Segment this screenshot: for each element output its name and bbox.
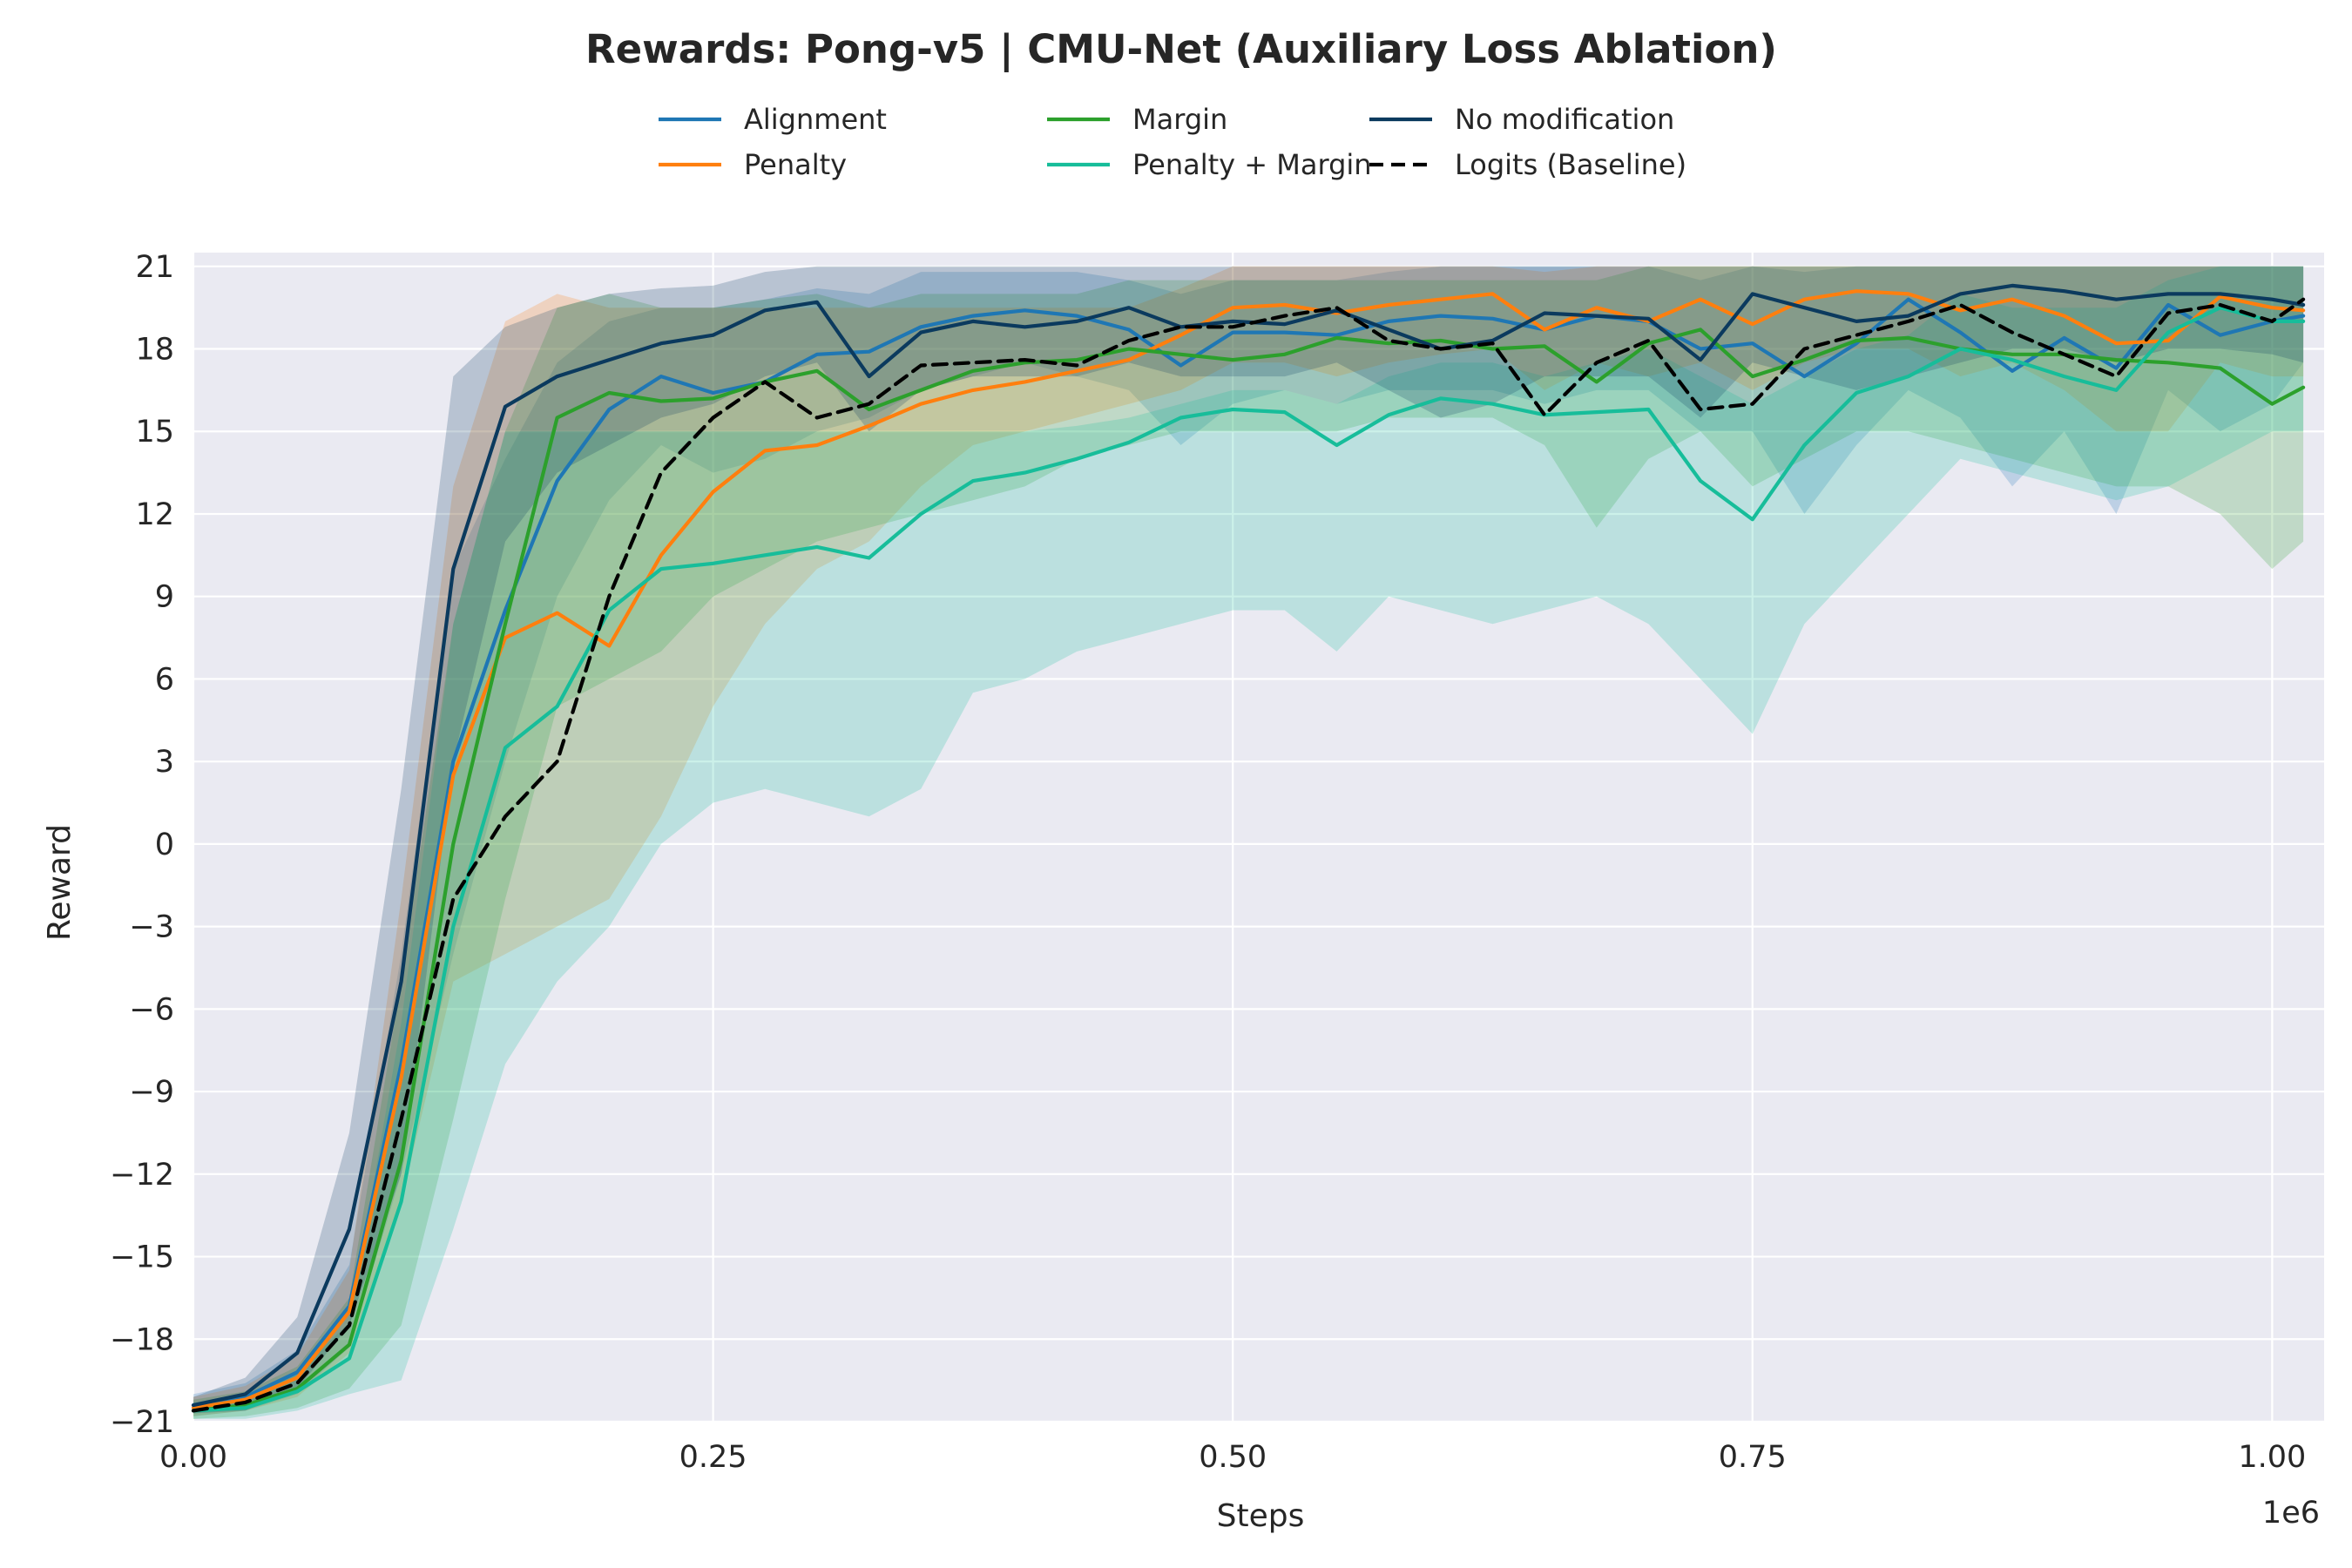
chart-title: Rewards: Pong-v5 | CMU-Net (Auxiliary Lo… — [585, 26, 1777, 72]
line-alignment — [191, 297, 2306, 1408]
y-tick-label: −21 — [110, 1405, 174, 1440]
y-tick-label: −15 — [110, 1240, 174, 1275]
y-tick-label: 0 — [155, 828, 174, 862]
grid-lines — [192, 253, 2324, 1423]
y-tick-label: −6 — [129, 992, 174, 1027]
y-tick-label: 21 — [135, 250, 174, 285]
band-penalty-margin — [193, 266, 2304, 1419]
x-axis-ticks: 0.00 0.25 0.50 0.75 1.00 — [159, 1440, 2306, 1475]
y-tick-label: −12 — [110, 1158, 174, 1193]
confidence-bands — [193, 266, 2304, 1419]
y-axis-ticks: −21 −18 −15 −12 −9 −6 −3 0 3 6 9 12 15 18 21 — [110, 250, 174, 1440]
legend-label-margin: Margin — [1132, 103, 1227, 136]
x-tick-label: 0.75 — [1719, 1440, 1787, 1475]
legend-label-penalty: Penalty — [744, 148, 847, 181]
band-penalty — [193, 266, 2304, 1416]
y-axis-label: Reward — [42, 824, 78, 941]
y-tick-label: −18 — [110, 1322, 174, 1357]
y-tick-label: 18 — [135, 333, 174, 368]
y-tick-label: −3 — [129, 910, 174, 945]
y-tick-label: 15 — [135, 415, 174, 449]
y-tick-label: 6 — [155, 662, 174, 697]
x-axis-offset-label: 1e6 — [2262, 1496, 2320, 1531]
legend-label-alignment: Alignment — [744, 103, 887, 136]
x-tick-label: 0.50 — [1199, 1440, 1267, 1475]
legend-label-logits-baseline: Logits (Baseline) — [1455, 148, 1686, 181]
y-tick-label: 12 — [135, 497, 174, 532]
legend-label-no-modification: No modification — [1455, 103, 1674, 136]
series-lines — [191, 283, 2306, 1413]
line-logits-baseline — [191, 297, 2306, 1413]
chart-legend: Alignment Penalty Margin Penalty + Margin No… — [659, 103, 1686, 181]
x-tick-label: 0.00 — [159, 1440, 227, 1475]
band-margin — [193, 266, 2304, 1419]
band-alignment — [193, 266, 2304, 1416]
x-tick-label: 0.25 — [679, 1440, 747, 1475]
y-tick-label: 9 — [155, 580, 174, 615]
line-penalty-margin — [191, 306, 2306, 1413]
y-tick-label: 3 — [155, 745, 174, 780]
x-axis-label: Steps — [1217, 1498, 1305, 1534]
x-tick-label: 1.00 — [2238, 1440, 2306, 1475]
legend-label-penalty-margin: Penalty + Margin — [1132, 148, 1372, 181]
y-tick-label: −9 — [129, 1075, 174, 1110]
